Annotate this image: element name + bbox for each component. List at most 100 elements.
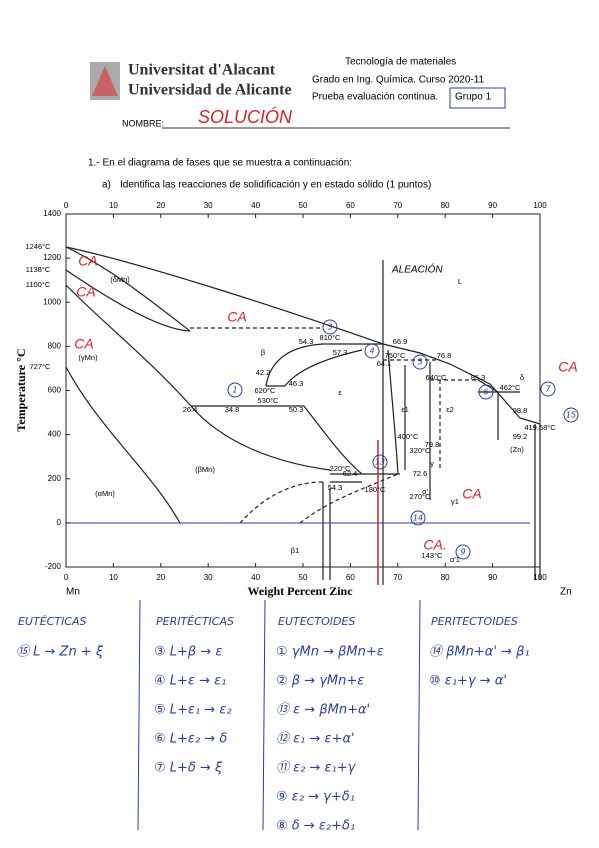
y-tick-label: 1000 xyxy=(43,297,61,306)
phase-label: (γMn) xyxy=(78,353,98,362)
red-note: CA xyxy=(76,284,95,300)
y-axis-label: Temperature °C xyxy=(14,348,28,431)
circled-marker xyxy=(227,382,243,398)
element-label: Mn xyxy=(66,587,80,598)
phase-label: 99.2 xyxy=(513,432,528,441)
y-tick-label: 0 xyxy=(57,518,62,527)
column-title: PERITECTOIDES xyxy=(431,615,518,628)
group: Grupo 1 xyxy=(455,92,492,103)
phase-label: 50.3 xyxy=(289,405,304,414)
x-tick-label: 10 xyxy=(109,573,118,582)
top-tick-label: 50 xyxy=(299,201,308,210)
phase-label: (δMn) xyxy=(110,275,130,284)
circled-number: 13 xyxy=(375,458,385,467)
phase-label: 640°C xyxy=(426,373,448,382)
phase-label: α' xyxy=(422,487,428,496)
phase-label: 143°C xyxy=(422,551,444,560)
phase-label: ε2 xyxy=(446,405,454,414)
column-divider xyxy=(262,599,266,831)
phase-label: γ xyxy=(430,459,434,468)
column-title: EUTECTOIDES xyxy=(278,615,355,628)
circled-number: 4 xyxy=(369,347,374,356)
circled-marker xyxy=(322,319,338,335)
x-tick-label: 90 xyxy=(488,573,497,582)
y-tick-label: 800 xyxy=(48,341,62,350)
red-note: CA xyxy=(462,486,481,502)
name-value: SOLUCIÓN xyxy=(198,106,293,127)
x-tick-label: 60 xyxy=(346,573,355,582)
plot-frame xyxy=(65,213,541,568)
phase-label: 220°C xyxy=(330,464,352,473)
reaction: ⑦ L+δ → ξ xyxy=(154,761,223,776)
phase-label: 1138°C xyxy=(26,265,51,274)
column-title: EUTÉCTICAS xyxy=(18,615,87,628)
phase-label: (Zn) xyxy=(510,445,524,454)
column-divider xyxy=(137,599,141,831)
y-tick-label: 1200 xyxy=(43,253,61,262)
phase-label: L xyxy=(458,277,462,286)
x-tick-label: 80 xyxy=(441,573,450,582)
university: Universitat d'Alacant xyxy=(128,62,276,79)
reaction: ⑧ δ → ε₂+δ₁ xyxy=(276,819,355,834)
reaction: ③ L+β → ε xyxy=(154,645,222,660)
circled-marker xyxy=(478,384,494,400)
phase-label: 810°C xyxy=(320,333,342,342)
top-tick-label: 0 xyxy=(64,201,69,210)
phase-label: 76.8 xyxy=(437,351,452,360)
phase-label: (αMn) xyxy=(95,489,115,498)
phase-label: 320°C xyxy=(410,446,432,455)
circled-number: 7 xyxy=(545,385,551,394)
top-tick-label: 20 xyxy=(156,201,165,210)
element-label: Zn xyxy=(560,587,572,598)
x-tick-label: 50 xyxy=(299,573,308,582)
phase-label: α'1 xyxy=(450,555,460,564)
red-note: CA xyxy=(558,359,577,375)
reaction: ⑭ βMn+α' → β₁ xyxy=(429,645,530,660)
phase-label: 66.9 xyxy=(393,337,408,346)
phase-label: 620°C xyxy=(255,386,277,395)
phase-label: 79.8 xyxy=(425,440,440,449)
top-tick-label: 60 xyxy=(346,201,355,210)
x-tick-label: 0 xyxy=(64,573,69,582)
phase-label: 400°C xyxy=(398,432,420,441)
phase-label: 85.3 xyxy=(471,373,486,382)
circled-number: 6 xyxy=(483,388,488,397)
question: 1.- En el diagrama de fases que se muest… xyxy=(88,158,352,169)
top-tick-label: 80 xyxy=(441,201,450,210)
phase-label: δ xyxy=(520,373,524,382)
phase-label: 26.4 xyxy=(183,405,198,414)
circled-marker xyxy=(410,510,426,526)
top-tick-label: 30 xyxy=(204,201,213,210)
phase-label: 34.8 xyxy=(225,405,240,414)
reaction: ② β → γMn+ε xyxy=(276,674,364,689)
phase-label: 57.3 xyxy=(333,348,348,357)
circled-marker xyxy=(364,343,380,359)
x-tick-label: 20 xyxy=(156,573,165,582)
phase-label: (βMn) xyxy=(195,465,215,474)
phase-label: 462°C xyxy=(500,383,522,392)
course: Tecnología de materiales xyxy=(345,57,456,68)
column-title: PERITÉCTICAS xyxy=(156,615,234,628)
alloy-note: ALEACIÓN xyxy=(391,263,443,276)
phase-label: 72.6 xyxy=(413,469,428,478)
circled-number: 9 xyxy=(460,548,465,557)
phase-label: 1246°C xyxy=(25,242,51,251)
x-tick-label: 70 xyxy=(393,573,402,582)
phase-label: 180°C xyxy=(365,485,387,494)
x-tick-label: 30 xyxy=(204,573,213,582)
y-tick-label: 200 xyxy=(48,474,62,483)
x-tick-label: 100 xyxy=(533,573,547,582)
phase-label: ε xyxy=(338,388,342,397)
column-divider xyxy=(417,599,421,831)
phase-lines xyxy=(65,246,541,585)
circled-number: 14 xyxy=(413,514,423,523)
reaction: ⑪ ε₂ → ε₁+γ xyxy=(276,761,357,776)
circled-number: 5 xyxy=(417,358,422,367)
y-tick-label: -200 xyxy=(45,562,62,571)
top-tick-label: 10 xyxy=(109,201,118,210)
circled-marker xyxy=(563,407,579,423)
circled-number: 1 xyxy=(232,386,237,395)
y-tick-label: 1400 xyxy=(43,209,61,218)
red-note: CA xyxy=(74,336,93,352)
